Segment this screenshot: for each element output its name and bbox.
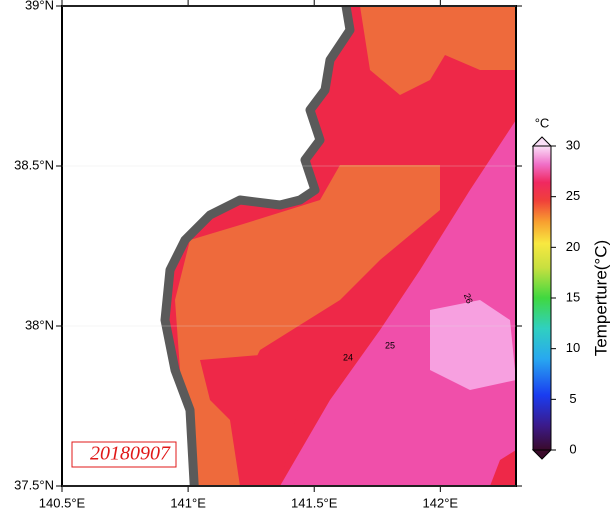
sst-field (62, 6, 516, 486)
colorbar (532, 145, 552, 451)
date-label: 20180907 (90, 443, 171, 465)
y-tick-label: 38°N (25, 317, 54, 332)
colorbar-max-arrow (531, 136, 553, 147)
contour-label: 24 (343, 352, 353, 362)
colorbar-unit: °C (535, 115, 550, 130)
colorbar-tick-label: 25 (566, 188, 580, 203)
colorbar-tick-label: 30 (566, 137, 580, 152)
contour-label: 25 (385, 340, 395, 350)
colorbar-tick-label: 15 (566, 289, 580, 304)
colorbar-tick-label: 0 (569, 441, 576, 456)
y-tick-label: 37.5°N (14, 477, 54, 492)
x-tick-label: 141.5°E (291, 495, 338, 510)
y-tick-label: 38.5°N (14, 157, 54, 172)
colorbar-tick-label: 10 (566, 340, 580, 355)
colorbar-tick-label: 5 (569, 391, 576, 406)
x-tick-label: 140.5°E (39, 495, 86, 510)
x-tick-label: 141°E (170, 495, 206, 510)
y-tick-label: 39°N (25, 0, 54, 12)
colorbar-min-arrow (531, 449, 553, 460)
date-box (71, 441, 177, 468)
contour-label: 26 (462, 292, 475, 305)
colorbar-tick-label: 20 (566, 239, 580, 254)
colorbar-title: Temperture(°C) (591, 240, 610, 356)
x-tick-label: 142°E (423, 495, 459, 510)
